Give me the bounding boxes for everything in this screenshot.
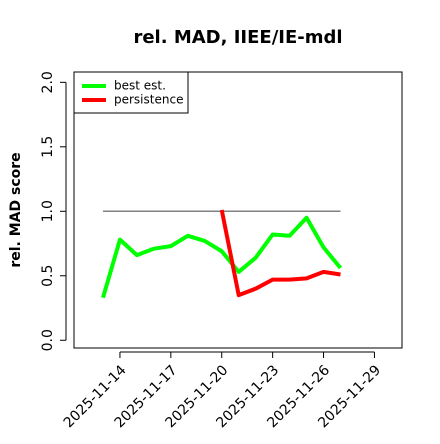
series-line xyxy=(219,209,341,298)
plot-frame xyxy=(73,71,403,349)
series-line xyxy=(101,215,343,299)
y-axis-label: rel. MAD score xyxy=(8,152,24,267)
y-tick-label: 0.0 xyxy=(40,329,56,351)
y-tick-label: 0.5 xyxy=(40,265,56,287)
chart-title: rel. MAD, IIEE/IE-mdl xyxy=(133,27,342,48)
legend-label: persistence xyxy=(114,93,183,107)
y-tick-label: 1.0 xyxy=(40,200,56,222)
legend-label: best est. xyxy=(114,79,166,93)
legend-box xyxy=(73,71,189,114)
y-tick-label: 2.0 xyxy=(40,71,56,93)
y-tick-label: 1.5 xyxy=(40,136,56,158)
